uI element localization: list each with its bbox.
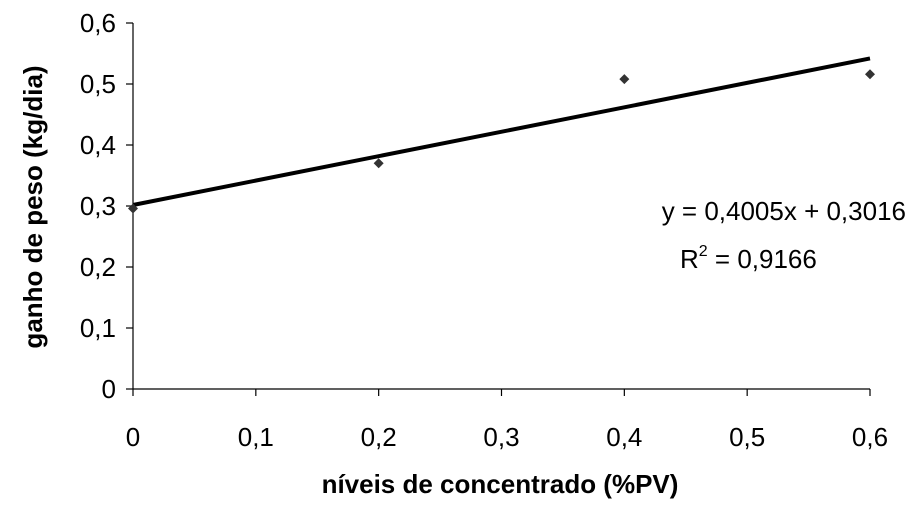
x-tick-label: 0,2 <box>361 422 397 452</box>
y-tick-label: 0,6 <box>80 8 116 38</box>
y-tick-label: 0 <box>102 374 116 404</box>
y-tick-label: 0,4 <box>80 130 116 160</box>
x-tick-label: 0 <box>126 422 140 452</box>
trendline <box>132 56 871 207</box>
r-squared-prefix: R <box>680 244 699 274</box>
trendline-equation: y = 0,4005x + 0,3016 <box>662 196 906 226</box>
x-axis-title: níveis de concentrado (%PV) <box>322 469 679 499</box>
y-tick-label: 0,2 <box>80 252 116 282</box>
x-tick-label: 0,1 <box>238 422 274 452</box>
x-tick-label: 0,4 <box>606 422 642 452</box>
data-point <box>128 203 138 214</box>
data-point <box>865 69 875 80</box>
y-tick-label: 0,5 <box>80 69 116 99</box>
y-tick-label: 0,3 <box>80 191 116 221</box>
data-point <box>619 74 630 85</box>
r-squared-superscript: 2 <box>699 243 708 260</box>
r-squared-value: = 0,9166 <box>708 244 817 274</box>
tick-labels: 0 0,1 0,2 0,3 0,4 0,5 0,6 0 0,1 0,2 0,3 0,4 0,5 0,6 <box>80 8 888 452</box>
x-tick-label: 0,3 <box>483 422 519 452</box>
data-points <box>128 69 875 214</box>
r-squared-label: R2 = 0,9166 <box>680 243 817 274</box>
y-axis-title: ganho de peso (kg/dia) <box>18 65 48 348</box>
y-tick-label: 0,1 <box>80 313 116 343</box>
x-tick-label: 0,5 <box>729 422 765 452</box>
trendline-group <box>132 56 871 207</box>
x-tick-label: 0,6 <box>852 422 888 452</box>
ticks <box>126 22 871 396</box>
data-point <box>373 158 384 169</box>
